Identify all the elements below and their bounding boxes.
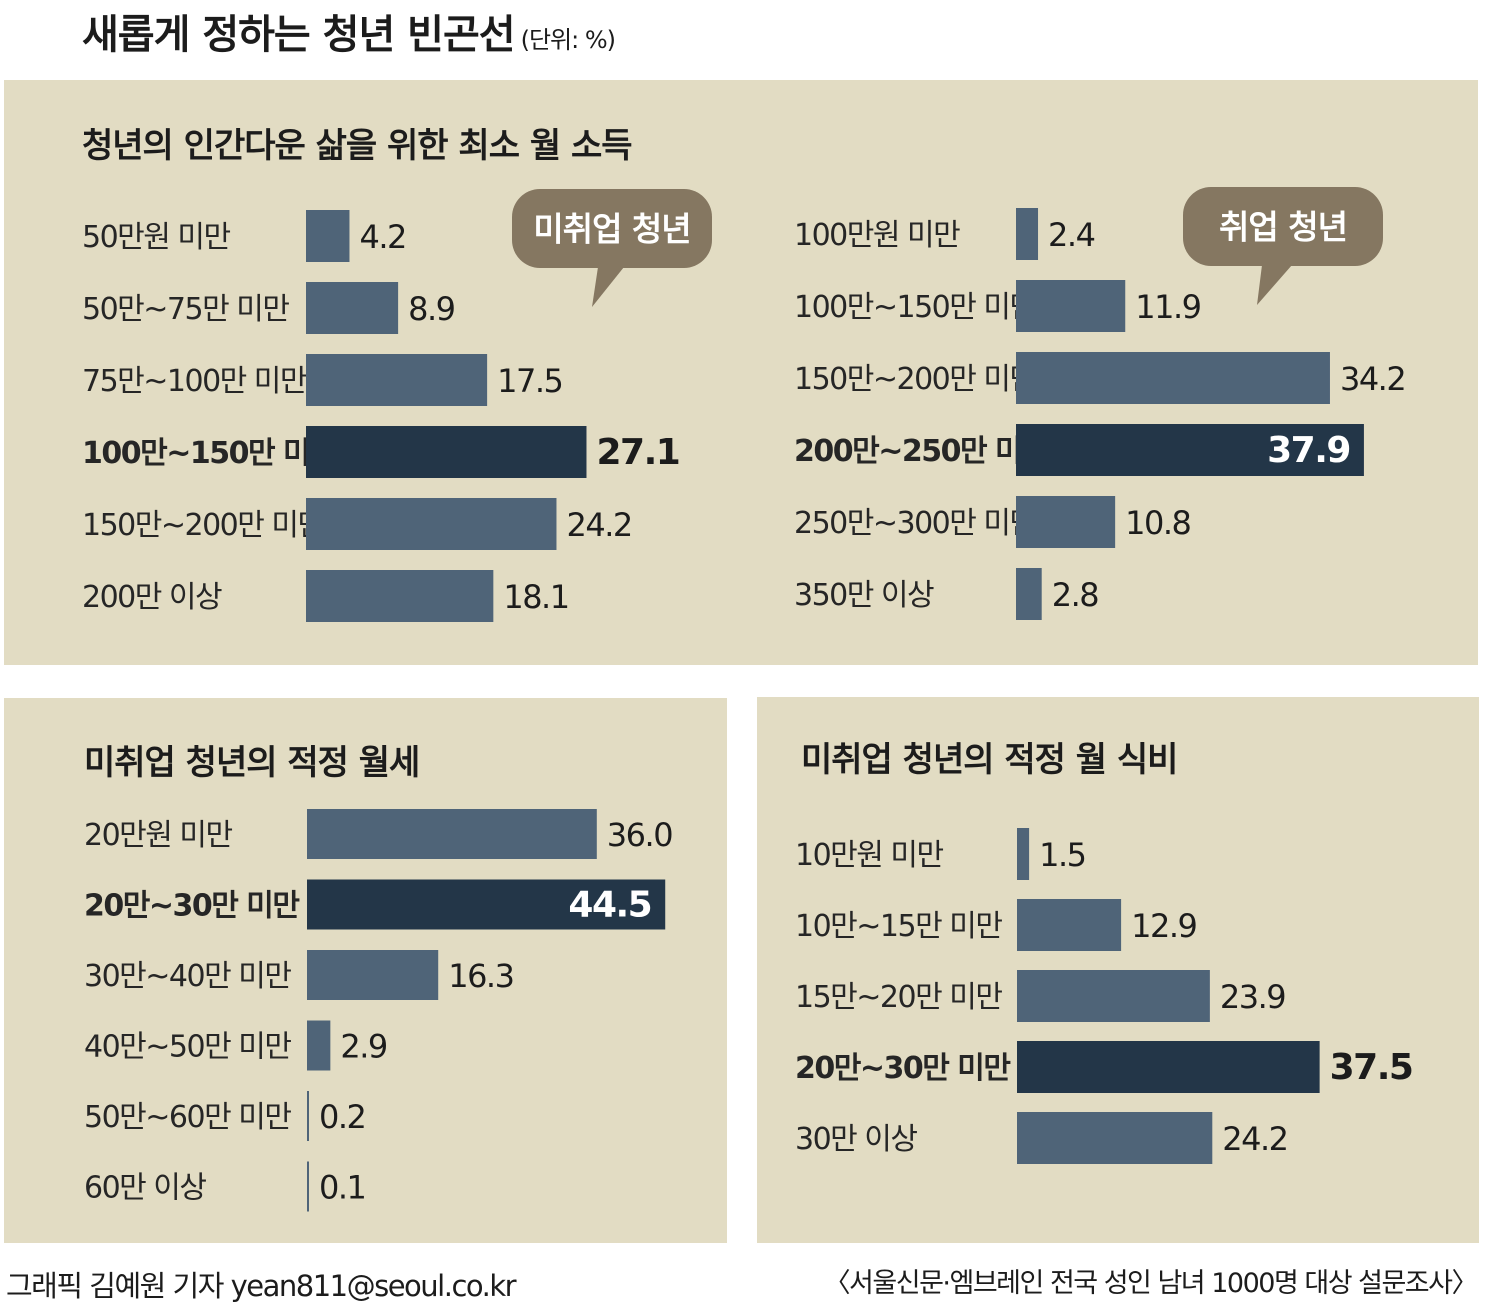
value-label: 4.2 (359, 218, 405, 256)
category-label: 15만~20만 미만 (795, 980, 1002, 1015)
value-label: 2.4 (1048, 216, 1095, 254)
speech-bubble: 미취업 청년 (512, 189, 712, 307)
bar (1017, 899, 1122, 951)
category-label: 200만 이상 (82, 580, 222, 615)
category-label: 50만~75만 미만 (82, 292, 289, 327)
infographic-title: 새롭게 정하는 청년 빈곤선 (단위: %) (82, 2, 616, 60)
bubble-body (512, 189, 712, 268)
value-label: 37.9 (1267, 430, 1350, 471)
bar (306, 426, 587, 478)
category-label: 30만~40만 미만 (84, 959, 291, 994)
category-label: 150만~200만 미만 (794, 362, 1036, 397)
category-label: 20만~30만 미만 (795, 1051, 1011, 1086)
food-section-title: 미취업 청년의 적정 월 식비 (801, 740, 1178, 780)
employed-income-chart: 100만원 미만 2.4 100만~150만 미만 11.9 150만~200만 미만 3… (794, 187, 1407, 620)
value-label: 10.8 (1125, 504, 1190, 542)
food-chart: 10만원 미만 1.5 10만~15만 미만 12.9 15만~20만 미만 23.9 20… (795, 828, 1414, 1164)
value-label: 2.9 (340, 1028, 387, 1066)
value-label: 8.9 (408, 290, 455, 328)
category-label: 100만원 미만 (794, 218, 960, 253)
value-label: 17.5 (497, 362, 562, 400)
category-label: 60만 이상 (84, 1171, 206, 1206)
bar (1017, 828, 1030, 880)
rent-chart: 20만원 미만 36.0 20만~30만 미만 44.5 30만~40만 미만 16.3 4… (84, 809, 674, 1212)
bar (1016, 568, 1042, 620)
value-label: 0.2 (319, 1098, 365, 1136)
income-section-title: 청년의 인간다운 삶을 위한 최소 월 소득 (82, 126, 633, 166)
category-label: 100만~150만 미만 (82, 436, 337, 471)
value-label: 0.1 (319, 1169, 365, 1207)
survey-source: 〈서울신문·엠브레인 전국 성인 남녀 1000명 대상 설문조사〉 (823, 1268, 1479, 1299)
title-text: 새롭게 정하는 청년 빈곤선 (82, 12, 516, 58)
speech-bubble: 취업 청년 (1183, 187, 1383, 305)
rent-section-title: 미취업 청년의 적정 월세 (84, 743, 420, 783)
value-label: 27.1 (596, 432, 679, 473)
value-label: 1.5 (1039, 836, 1085, 874)
bubble-tail (592, 267, 624, 307)
bar (1016, 424, 1364, 476)
category-label: 100만~150만 미만 (794, 290, 1036, 325)
value-label: 12.9 (1131, 907, 1196, 945)
category-label: 10만원 미만 (795, 838, 944, 873)
value-label: 44.5 (568, 885, 651, 926)
value-label: 24.2 (1222, 1120, 1287, 1158)
bar (1016, 280, 1126, 332)
bar (306, 498, 557, 550)
value-label: 36.0 (607, 816, 672, 854)
category-label: 20만원 미만 (84, 818, 233, 853)
bar (1016, 496, 1116, 548)
category-label: 50만원 미만 (82, 220, 231, 255)
bubble-tail (1257, 265, 1292, 305)
category-label: 10만~15만 미만 (795, 909, 1002, 944)
category-label: 200만~250만 미만 (794, 434, 1049, 469)
bar (307, 809, 597, 859)
bubble-body (1183, 187, 1383, 266)
value-label: 34.2 (1340, 360, 1405, 398)
bar (1016, 352, 1330, 404)
category-label: 150만~200만 미만 (82, 508, 324, 543)
unit-label: (단위: %) (520, 26, 616, 54)
bar (306, 570, 494, 622)
bar (306, 282, 399, 334)
category-label: 50만~60만 미만 (84, 1100, 291, 1135)
bar (307, 879, 666, 930)
value-label: 23.9 (1220, 978, 1285, 1016)
bar (307, 1091, 309, 1141)
bubble-label: 미취업 청년 (533, 210, 690, 249)
value-label: 24.2 (566, 506, 631, 544)
bar (306, 210, 350, 262)
graphic-credit: 그래픽 김예원 기자 yean811@seoul.co.kr (6, 1269, 517, 1303)
bar (1016, 208, 1039, 260)
bar (307, 950, 439, 1000)
unemployed-income-chart: 50만원 미만 4.2 50만~75만 미만 8.9 75만~100만 미만 17.5 10… (82, 189, 712, 622)
bar (307, 1020, 331, 1071)
value-label: 2.8 (1052, 576, 1099, 614)
value-label: 11.9 (1135, 288, 1200, 326)
bar (1017, 970, 1210, 1022)
category-label: 20만~30만 미만 (84, 889, 300, 924)
category-label: 75만~100만 미만 (82, 364, 307, 399)
value-label: 16.3 (448, 957, 513, 995)
category-label: 30만 이상 (795, 1122, 917, 1157)
bar (1017, 1041, 1320, 1093)
bubble-label: 취업 청년 (1219, 208, 1347, 247)
category-label: 350만 이상 (794, 578, 934, 613)
bar (306, 354, 488, 406)
category-label: 40만~50만 미만 (84, 1030, 291, 1065)
bar (307, 1161, 309, 1212)
value-label: 18.1 (503, 578, 568, 616)
bar (1017, 1112, 1213, 1164)
value-label: 37.5 (1330, 1047, 1413, 1088)
category-label: 250만~300만 미만 (794, 506, 1036, 541)
